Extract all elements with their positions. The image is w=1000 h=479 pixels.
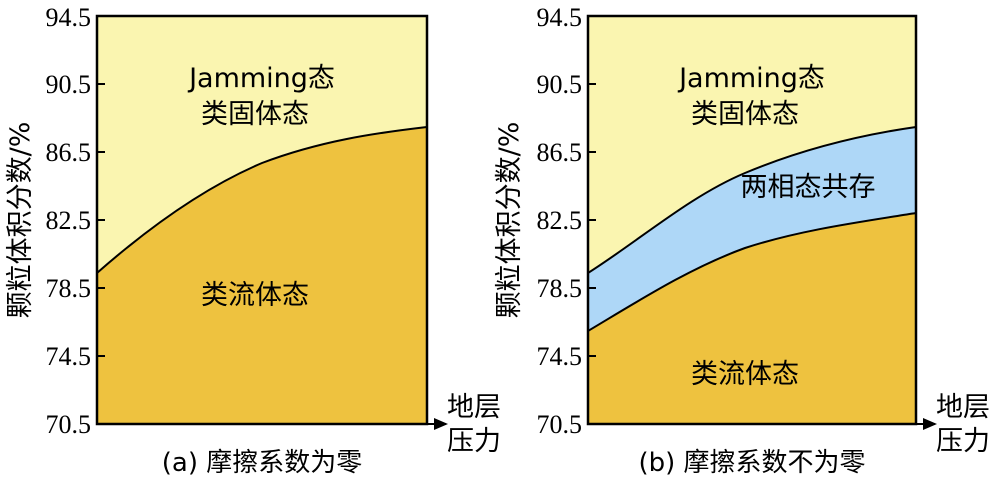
panel-a-y-axis-label: 颗粒体积分数/% [5,122,36,319]
panel-a-ytick-label: 90.5 [46,70,92,99]
panel-a-ytick-label: 70.5 [46,410,92,439]
panel-a-label-fluid-like: 类流体态 [201,280,309,311]
panel-b-label-fluid-like: 类流体态 [691,359,799,390]
panel-b-label-coexistence: 两相态共存 [741,172,876,203]
panel-b-y-ticks [588,15,596,357]
panel-b-ytick-label: 70.5 [537,410,583,439]
panel-b-ytick-label: 86.5 [537,138,583,167]
panel-b-lower-boundary-curve [587,212,917,332]
panel-b-x-axis-label-line1: 地层 [936,392,990,423]
panel-a-ytick-label: 78.5 [46,274,92,303]
panel-a: 70.5 74.5 78.5 82.5 86.5 90.5 94.5 颗粒体积分… [5,3,501,478]
panel-b-ytick-label: 82.5 [537,206,583,235]
panel-b-x-axis-label-line2: 压力 [936,426,990,457]
panel-a-ytick-label: 82.5 [46,206,92,235]
panel-b-region-bottom-fill [588,213,916,424]
panel-b-ytick-label: 78.5 [537,274,583,303]
panel-b-upper-boundary-curve [587,126,917,274]
panel-a-ytick-label: 74.5 [46,342,92,371]
panel-a-ytick-label: 86.5 [46,138,92,167]
panel-b-caption: (b) 摩擦系数不为零 [638,448,865,478]
panel-a-y-tick-labels: 70.5 74.5 78.5 82.5 86.5 90.5 94.5 [46,3,92,439]
panel-b-y-axis-label: 颗粒体积分数/% [494,122,525,319]
panel-b-ytick-label: 94.5 [537,3,583,32]
panel-a-caption: (a) 摩擦系数为零 [162,448,363,478]
panel-a-x-axis-label-line2: 压力 [447,426,501,457]
panel-a-ytick-label: 94.5 [46,3,92,32]
panel-b-region-middle-fill [588,127,916,331]
panel-b-ytick-label: 90.5 [537,70,583,99]
panel-a-label-jamming: Jamming态 [187,63,335,94]
panel-a-y-ticks [97,15,105,357]
panel-b-y-tick-labels: 70.5 74.5 78.5 82.5 86.5 90.5 94.5 [537,3,583,439]
panel-b: 70.5 74.5 78.5 82.5 86.5 90.5 94.5 颗粒体积分… [494,3,990,478]
panel-b-label-jamming: Jamming态 [677,63,825,94]
panel-b-ytick-label: 74.5 [537,342,583,371]
panel-a-region-bottom-fill [97,127,427,424]
panel-b-label-solid-like: 类固体态 [691,99,799,130]
panel-a-boundary-curve [96,126,428,274]
panel-a-x-axis-label-line1: 地层 [447,392,501,423]
panel-a-label-solid-like: 类固体态 [201,99,309,130]
